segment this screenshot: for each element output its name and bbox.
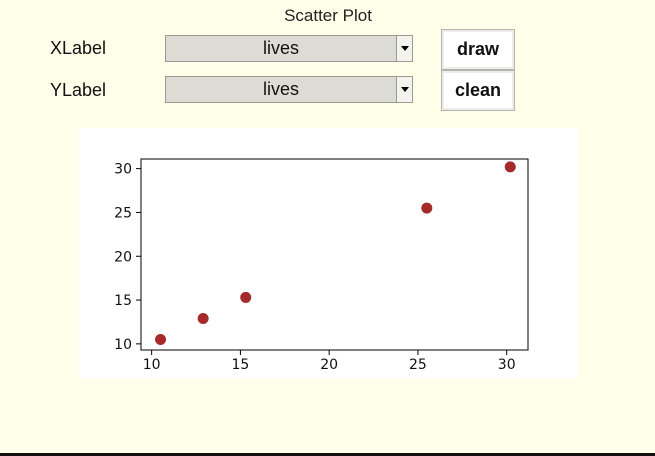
y-tick-label: 20 [114, 249, 132, 265]
data-point [240, 291, 252, 303]
y-tick-label: 15 [114, 293, 132, 309]
xlabel-select-value: lives [262, 38, 299, 58]
x-tick-label: 30 [498, 357, 516, 373]
data-point [197, 312, 209, 324]
ylabel-select-value: lives [262, 79, 299, 99]
y-tick-label: 25 [114, 205, 132, 221]
scatter-chart: 10 15 20 25 30 10 15 20 25 30 [114, 158, 529, 373]
chevron-down-icon[interactable] [396, 77, 412, 102]
x-tick-label: 20 [320, 357, 338, 373]
data-point [421, 202, 433, 214]
x-tick-label: 15 [231, 357, 249, 373]
clean-button[interactable]: clean [441, 70, 515, 111]
xlabel-select[interactable]: lives [165, 35, 413, 62]
xlabel-label: XLabel [50, 38, 107, 58]
y-tick-label: 10 [114, 337, 132, 353]
chevron-down-icon[interactable] [396, 36, 412, 61]
plot-frame [140, 158, 529, 351]
app-title: Scatter Plot [284, 6, 372, 25]
ylabel-label: YLabel [50, 80, 107, 100]
data-point [504, 161, 516, 173]
x-tick-label: 25 [409, 357, 427, 373]
data-point [155, 333, 167, 345]
scatter-plot: 10 15 20 25 30 10 15 20 25 30 [79, 128, 578, 379]
ylabel-select[interactable]: lives [165, 76, 413, 103]
bottom-divider [0, 453, 655, 456]
draw-button[interactable]: draw [441, 29, 515, 70]
x-tick-label: 10 [143, 357, 161, 373]
y-tick-label: 30 [114, 162, 132, 178]
